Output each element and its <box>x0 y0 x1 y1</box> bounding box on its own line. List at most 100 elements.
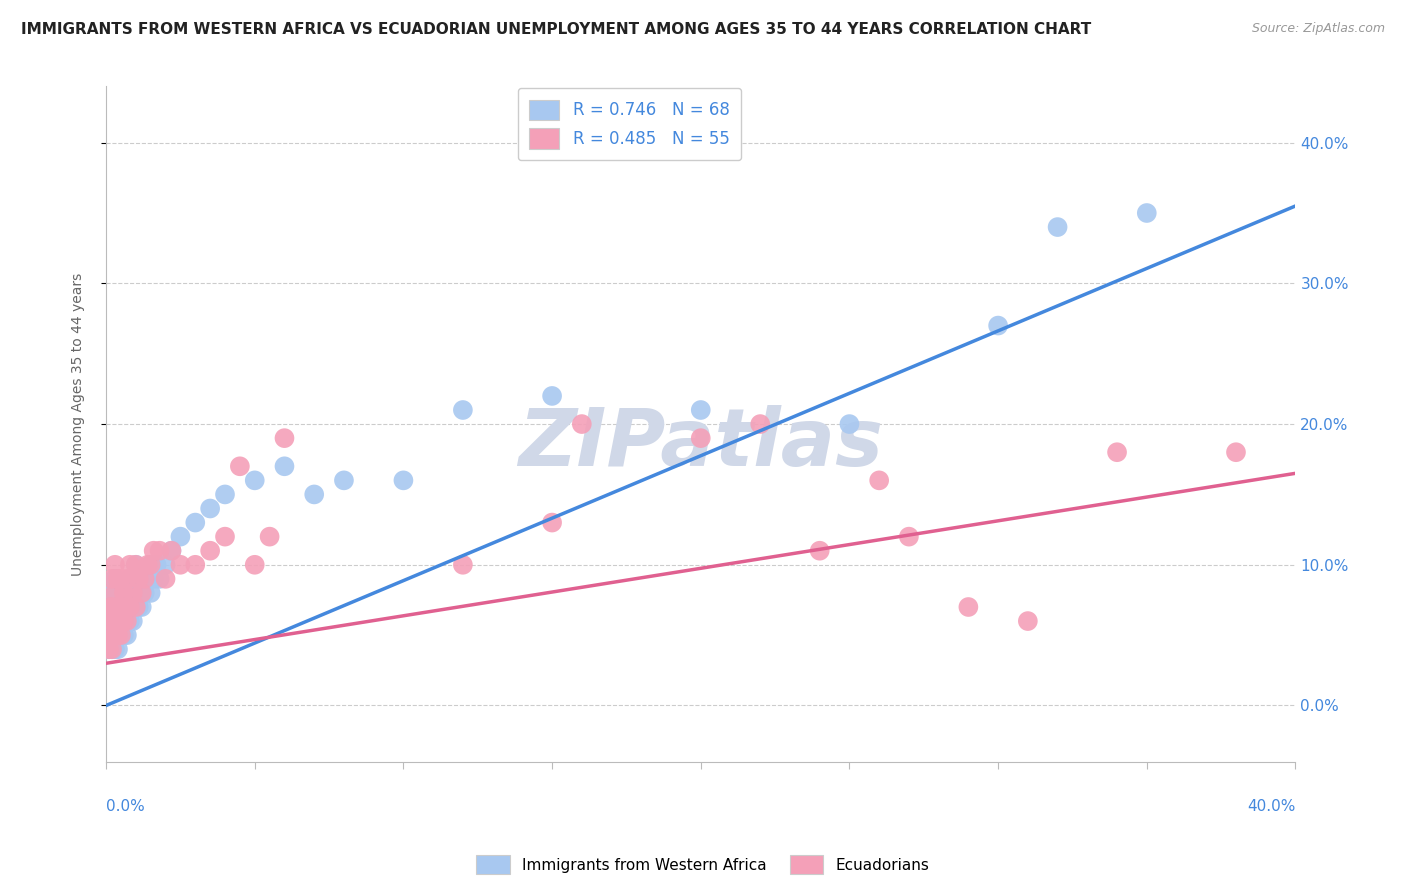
Point <box>451 403 474 417</box>
Text: Source: ZipAtlas.com: Source: ZipAtlas.com <box>1251 22 1385 36</box>
Point <box>259 530 281 544</box>
Point <box>121 586 143 600</box>
Point <box>214 487 236 501</box>
Point <box>749 417 772 431</box>
Point <box>104 558 127 572</box>
Point <box>131 572 153 586</box>
Point <box>136 558 159 572</box>
Point <box>98 599 121 614</box>
Point <box>110 628 132 642</box>
Point <box>145 558 167 572</box>
Point <box>142 572 165 586</box>
Legend: Immigrants from Western Africa, Ecuadorians: Immigrants from Western Africa, Ecuadori… <box>471 849 935 880</box>
Point <box>104 642 127 657</box>
Point <box>273 459 295 474</box>
Point <box>302 487 325 501</box>
Point <box>115 586 138 600</box>
Point <box>115 628 138 642</box>
Point <box>121 586 143 600</box>
Point <box>155 572 177 586</box>
Point <box>98 628 121 642</box>
Point <box>149 543 172 558</box>
Point <box>957 599 980 614</box>
Point <box>107 642 129 657</box>
Legend: R = 0.746   N = 68, R = 0.485   N = 55: R = 0.746 N = 68, R = 0.485 N = 55 <box>517 88 741 161</box>
Point <box>107 572 129 586</box>
Point <box>184 516 207 530</box>
Point <box>115 614 138 628</box>
Point <box>1017 614 1039 628</box>
Point <box>101 614 124 628</box>
Point <box>107 614 129 628</box>
Point <box>541 389 564 403</box>
Point <box>98 642 121 657</box>
Point <box>101 599 124 614</box>
Text: 0.0%: 0.0% <box>105 799 145 814</box>
Point <box>160 543 183 558</box>
Point <box>198 543 221 558</box>
Point <box>160 543 183 558</box>
Point <box>112 599 135 614</box>
Point <box>112 614 135 628</box>
Point <box>110 628 132 642</box>
Point <box>125 558 148 572</box>
Point <box>184 558 207 572</box>
Point <box>142 543 165 558</box>
Point <box>101 642 124 657</box>
Point <box>571 417 593 431</box>
Point <box>541 516 564 530</box>
Point <box>101 614 124 628</box>
Point <box>115 614 138 628</box>
Point <box>98 628 121 642</box>
Point <box>104 628 127 642</box>
Point <box>139 586 162 600</box>
Point <box>115 572 138 586</box>
Point <box>98 642 121 657</box>
Point <box>128 599 150 614</box>
Point <box>110 599 132 614</box>
Point <box>273 431 295 445</box>
Point <box>243 558 266 572</box>
Point <box>118 599 141 614</box>
Point <box>98 599 121 614</box>
Point <box>107 628 129 642</box>
Point <box>104 572 127 586</box>
Point <box>101 599 124 614</box>
Point <box>104 586 127 600</box>
Point <box>128 572 150 586</box>
Point <box>110 586 132 600</box>
Point <box>131 599 153 614</box>
Point <box>139 558 162 572</box>
Point <box>451 558 474 572</box>
Point <box>868 474 890 488</box>
Point <box>98 614 121 628</box>
Text: IMMIGRANTS FROM WESTERN AFRICA VS ECUADORIAN UNEMPLOYMENT AMONG AGES 35 TO 44 YE: IMMIGRANTS FROM WESTERN AFRICA VS ECUADO… <box>21 22 1091 37</box>
Point <box>107 599 129 614</box>
Point <box>112 586 135 600</box>
Point <box>1225 445 1247 459</box>
Point <box>110 572 132 586</box>
Point <box>229 459 252 474</box>
Point <box>104 599 127 614</box>
Point <box>392 474 415 488</box>
Point <box>118 558 141 572</box>
Point <box>1046 220 1069 235</box>
Point <box>112 586 135 600</box>
Point <box>125 586 148 600</box>
Point <box>169 530 191 544</box>
Point <box>838 417 860 431</box>
Point <box>110 599 132 614</box>
Point <box>112 628 135 642</box>
Point <box>243 474 266 488</box>
Point <box>131 586 153 600</box>
Text: ZIPatlas: ZIPatlas <box>519 405 883 483</box>
Point <box>689 403 711 417</box>
Point <box>110 614 132 628</box>
Point <box>149 572 172 586</box>
Point <box>136 572 159 586</box>
Point <box>139 558 162 572</box>
Point <box>1136 206 1159 220</box>
Point <box>125 599 148 614</box>
Point <box>107 599 129 614</box>
Point <box>104 614 127 628</box>
